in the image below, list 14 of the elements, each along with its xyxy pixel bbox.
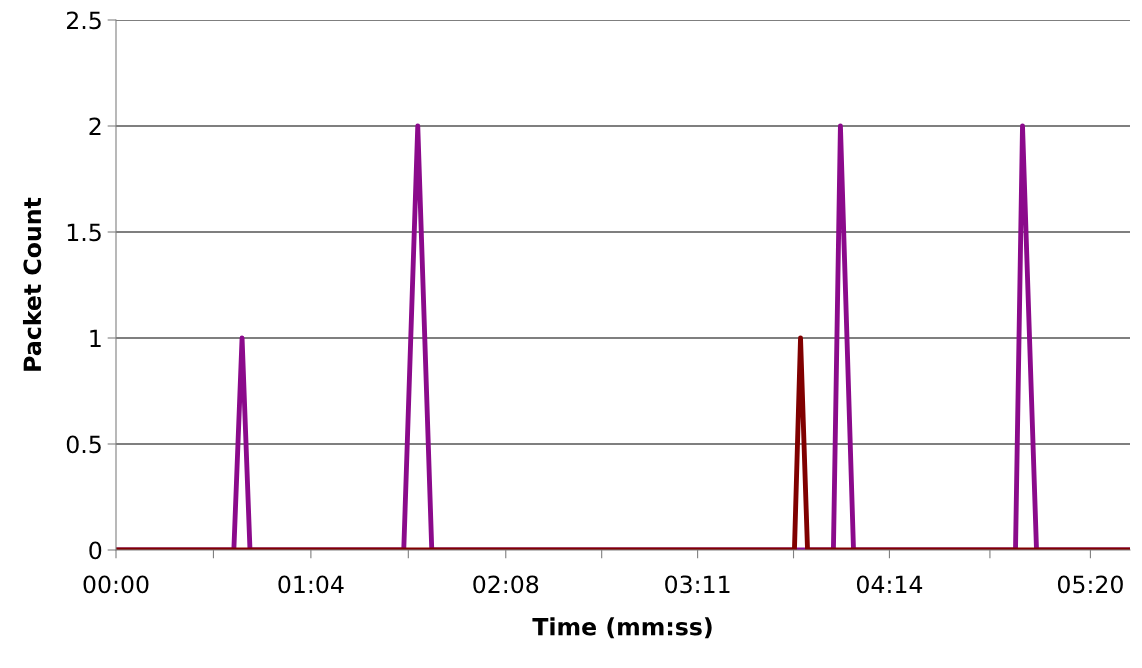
y-tick-label: 2.5 bbox=[66, 11, 101, 30]
y-axis-title: Packet Count bbox=[22, 197, 42, 371]
x-tick-label: 02:08 bbox=[473, 575, 539, 594]
x-tick-label: 01:04 bbox=[278, 575, 344, 594]
y-tick-label: 1.5 bbox=[67, 223, 101, 242]
x-axis-title: Time (mm:ss) bbox=[532, 617, 712, 639]
y-tick-label: 2 bbox=[89, 117, 101, 135]
x-tick-label: 00:00 bbox=[83, 575, 149, 594]
x-tick-label: 04:14 bbox=[856, 575, 923, 594]
x-tick-label: 03:11 bbox=[665, 575, 730, 594]
y-tick-label: 0 bbox=[89, 541, 102, 560]
x-tick-label: 05:20 bbox=[1057, 575, 1123, 594]
y-tick-label: 1 bbox=[90, 329, 101, 347]
y-tick-label: 0.5 bbox=[66, 435, 101, 454]
